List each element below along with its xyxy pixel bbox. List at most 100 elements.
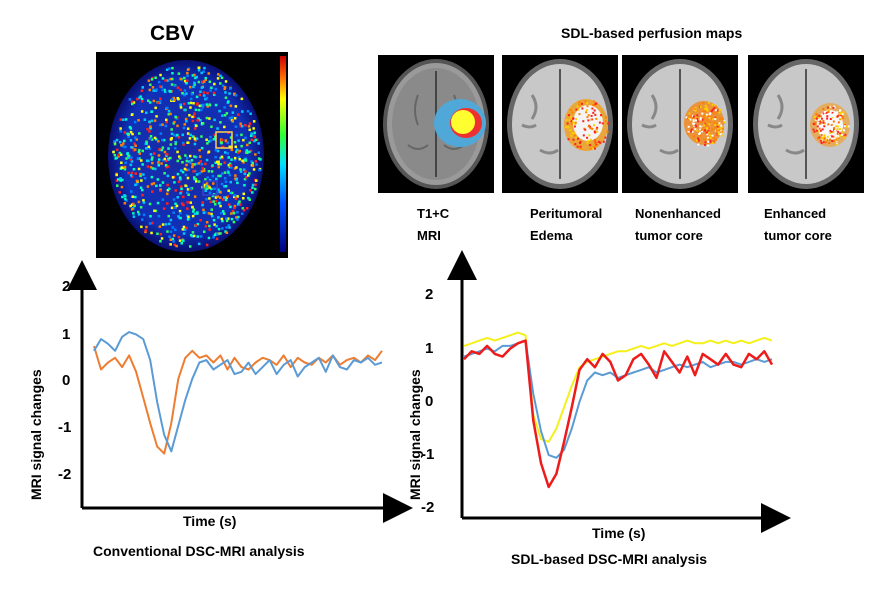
speckle (167, 113, 170, 116)
speckle (195, 180, 198, 183)
speckle (840, 130, 843, 133)
right-ytick: 0 (425, 393, 434, 410)
speckle (233, 204, 237, 208)
speckle (714, 104, 717, 107)
speckle (828, 141, 831, 144)
speckle (701, 118, 704, 121)
left-ytick: 1 (62, 326, 71, 343)
speckle (128, 98, 132, 101)
speckle (840, 134, 843, 136)
speckle (252, 168, 256, 171)
speckle (249, 149, 253, 153)
speckle (115, 173, 118, 177)
speckle (150, 110, 153, 113)
speckle (834, 126, 837, 129)
speckle (117, 153, 120, 157)
speckle (573, 134, 576, 137)
speckle (244, 170, 247, 173)
speckle (703, 124, 706, 127)
speckle (838, 128, 841, 130)
speckle (687, 131, 690, 133)
speckle (719, 117, 722, 120)
speckle (582, 134, 585, 137)
speckle (204, 189, 207, 192)
speckle (183, 76, 186, 80)
speckle (588, 134, 591, 137)
speckle (177, 215, 180, 218)
speckle (214, 233, 217, 236)
speckle (209, 200, 213, 204)
speckle (182, 232, 186, 235)
speckle (133, 120, 137, 124)
caption-line-1: T1+C (417, 206, 450, 221)
speckle (837, 121, 840, 124)
speckle (235, 166, 238, 169)
speckle (191, 231, 195, 234)
peritumoral-edema-image (502, 55, 618, 193)
speckle (149, 153, 153, 156)
speckle (816, 115, 819, 117)
speckle (139, 206, 143, 209)
speckle (119, 127, 122, 130)
speckle (211, 214, 214, 218)
speckle (223, 171, 227, 174)
speckle (195, 124, 198, 128)
caption-line-2: MRI (417, 228, 441, 243)
speckle (242, 138, 245, 142)
speckle (842, 135, 845, 137)
speckle (202, 103, 205, 107)
speckle (584, 100, 587, 103)
speckle (835, 139, 838, 142)
speckle (239, 122, 242, 125)
speckle (161, 146, 165, 149)
speckle (242, 161, 245, 164)
speckle (814, 121, 817, 124)
speckle (587, 114, 590, 117)
speckle (194, 155, 198, 159)
speckle (241, 110, 244, 113)
speckle (196, 222, 199, 226)
speckle (847, 125, 850, 128)
speckle (217, 160, 220, 163)
speckle (223, 106, 226, 109)
speckle (586, 136, 589, 139)
speckle (206, 187, 209, 190)
speckle (193, 73, 196, 77)
speckle (709, 140, 712, 143)
speckle (183, 79, 187, 83)
speckle (202, 168, 206, 171)
speckle (688, 112, 691, 115)
speckle (578, 101, 581, 104)
speckle (691, 130, 694, 133)
speckle (215, 177, 218, 181)
speckle (182, 126, 186, 130)
speckle (219, 204, 222, 208)
speckle (254, 153, 257, 156)
speckle (592, 104, 595, 106)
speckle (719, 108, 721, 111)
speckle (135, 138, 138, 141)
speckle (161, 123, 164, 126)
speckle (195, 75, 198, 79)
speckle (228, 162, 232, 166)
speckle (594, 142, 597, 145)
speckle (206, 176, 209, 179)
speckle (591, 127, 594, 130)
speckle (594, 147, 596, 150)
speckle (155, 88, 158, 91)
speckle (566, 126, 569, 129)
speckle (255, 163, 258, 166)
speckle (831, 128, 834, 131)
speckle (201, 105, 205, 109)
speckle (706, 108, 708, 111)
speckle (219, 156, 222, 160)
speckle (713, 122, 716, 124)
speckle (839, 117, 842, 120)
speckle (124, 161, 127, 164)
speckle (229, 164, 233, 167)
speckle (147, 79, 151, 82)
speckle (250, 138, 254, 142)
speckle (154, 138, 158, 141)
speckle (166, 183, 169, 187)
speckle (214, 203, 217, 206)
